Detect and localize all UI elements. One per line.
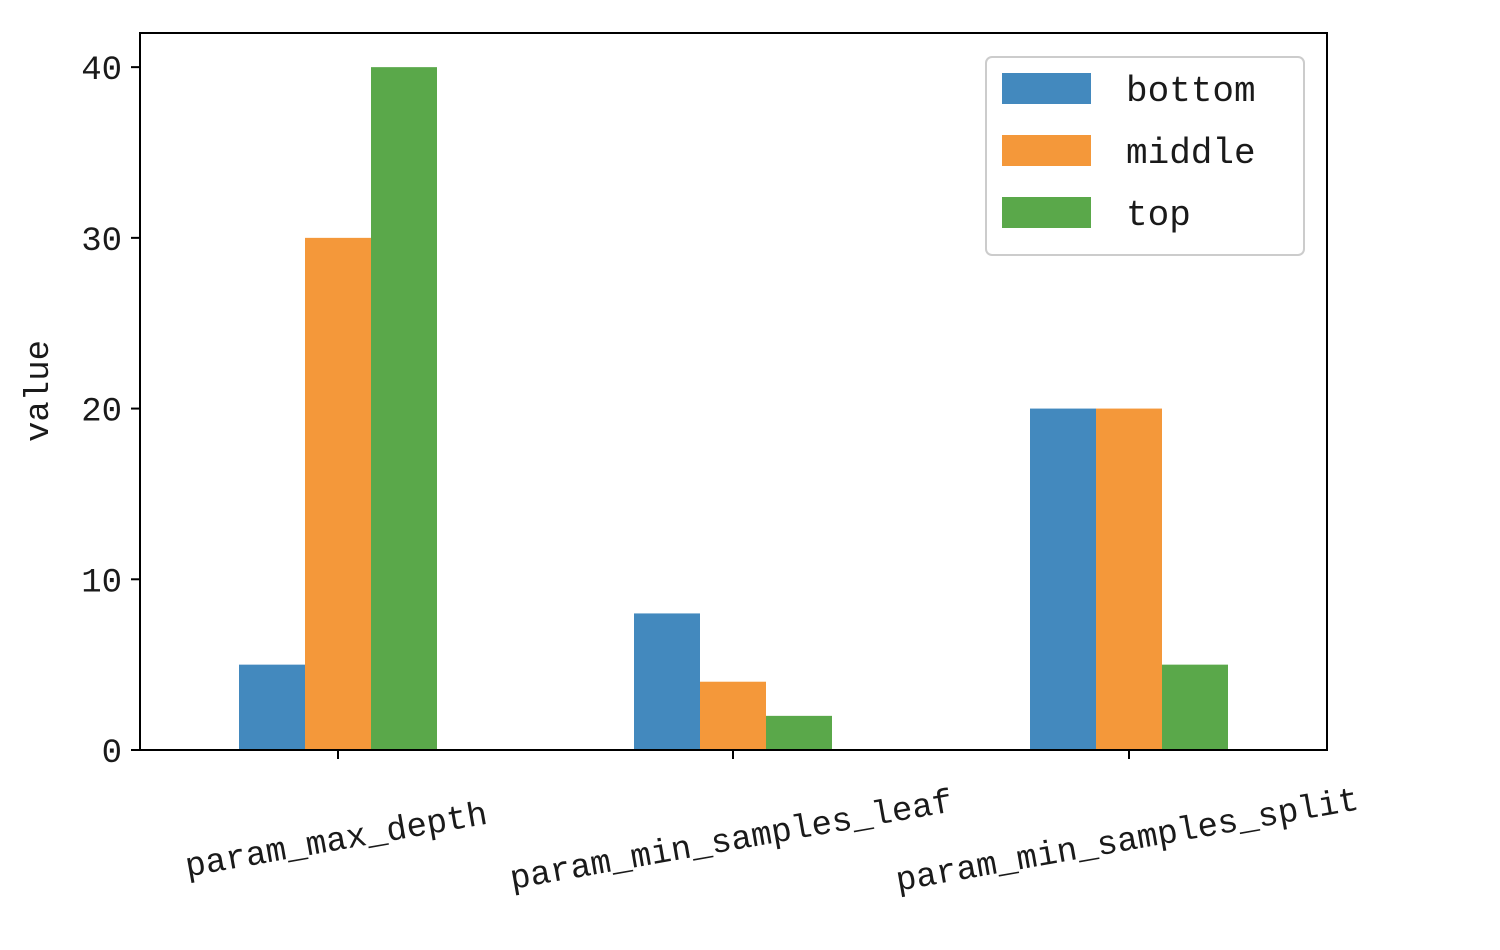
bar-middle-param_min_samples_leaf (700, 681, 766, 750)
bar-bottom-param_min_samples_split (1030, 408, 1096, 750)
y-axis: 0 10 20 30 40 (81, 52, 140, 773)
x-tick-label: param_min_samples_leaf (507, 784, 956, 899)
bar-top-param_max_depth (371, 67, 437, 750)
bars-group (239, 67, 1228, 750)
bar-middle-param_min_samples_split (1096, 408, 1162, 750)
y-tick-label: 0 (102, 735, 122, 773)
bar-middle-param_max_depth (305, 237, 371, 750)
legend-swatch-bottom (1002, 73, 1091, 104)
legend-label-middle: middle (1126, 133, 1256, 174)
y-tick-label: 10 (81, 564, 122, 602)
y-tick-label: 20 (81, 394, 122, 432)
bar-bottom-param_min_samples_leaf (634, 613, 700, 750)
legend-label-top: top (1126, 195, 1191, 236)
y-tick-label: 30 (81, 223, 122, 261)
y-axis-label: value (21, 340, 59, 442)
bar-top-param_min_samples_leaf (766, 715, 832, 750)
legend-label-bottom: bottom (1126, 71, 1256, 112)
legend-swatch-top (1002, 197, 1091, 228)
x-tick-label: param_min_samples_split (893, 783, 1362, 902)
legend-swatch-middle (1002, 135, 1091, 166)
y-tick-label: 40 (81, 52, 122, 90)
bar-bottom-param_max_depth (239, 664, 305, 750)
bar-top-param_min_samples_split (1162, 664, 1228, 750)
legend: bottom middle top (985, 56, 1305, 256)
x-axis: param_max_depth param_min_samples_leafpar… (183, 750, 1362, 902)
x-tick-label: param_max_depth (183, 797, 491, 888)
